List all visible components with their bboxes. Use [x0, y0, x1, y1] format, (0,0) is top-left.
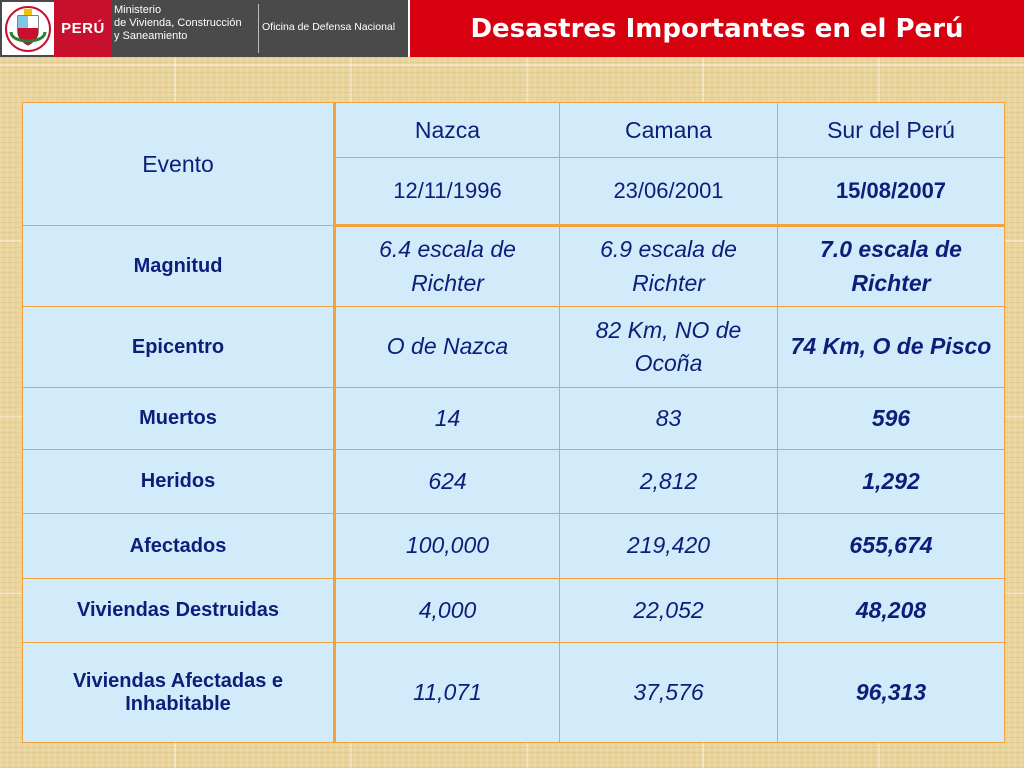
table-row: Muertos 14 83 596 [22, 387, 1005, 450]
value-cell: 7.0 escala de Richter [777, 225, 1005, 307]
table-row: Afectados 100,000 219,420 655,674 [22, 513, 1005, 579]
table-row: Heridos 624 2,812 1,292 [22, 449, 1005, 514]
value-cell: 6.9 escala de Richter [559, 225, 778, 307]
value-cell: 48,208 [777, 578, 1005, 643]
value-cell: O de Nazca [334, 306, 560, 388]
table-row: Viviendas Destruidas 4,000 22,052 48,208 [22, 578, 1005, 643]
column-header: Sur del Perú [777, 102, 1005, 158]
value-cell: 96,313 [777, 642, 1005, 743]
ministry-line: y Saneamiento [114, 30, 188, 42]
ministry-name: Ministerio de Vivienda, Construcción y S… [114, 4, 260, 43]
ministry-logo: PERÚ Ministerio de Vivienda, Construcció… [0, 0, 408, 57]
value-cell: 74 Km, O de Pisco [777, 306, 1005, 388]
logo-divider [258, 4, 259, 53]
row-label: Viviendas Afectadas e Inhabitable [22, 642, 336, 743]
value-cell: 100,000 [334, 513, 560, 579]
value-cell: 2,812 [559, 449, 778, 514]
column-header: Nazca [334, 102, 560, 158]
value-cell: 4,000 [334, 578, 560, 643]
value-cell: 11,071 [334, 642, 560, 743]
table-row: Viviendas Afectadas e Inhabitable 11,071… [22, 642, 1005, 743]
row-label: Magnitud [22, 225, 336, 307]
date-cell: 15/08/2007 [777, 157, 1005, 227]
date-cell: 23/06/2001 [559, 157, 778, 227]
column-header: Camana [559, 102, 778, 158]
row-label: Muertos [22, 387, 336, 450]
value-cell: 37,576 [559, 642, 778, 743]
value-cell: 14 [334, 387, 560, 450]
table-row: Epicentro O de Nazca 82 Km, NO de Ocoña … [22, 306, 1005, 388]
value-cell: 219,420 [559, 513, 778, 579]
value-cell: 624 [334, 449, 560, 514]
value-cell: 83 [559, 387, 778, 450]
table-date-row: 12/11/1996 23/06/2001 15/08/2007 [23, 157, 1005, 227]
ministry-line: Ministerio [114, 4, 162, 16]
country-name: PERÚ [54, 0, 112, 57]
table-row: Magnitud 6.4 escala de Richter 6.9 escal… [22, 225, 1005, 307]
value-cell: 596 [777, 387, 1005, 450]
date-cell: 12/11/1996 [334, 157, 560, 227]
value-cell: 22,052 [559, 578, 778, 643]
peru-coat-of-arms-icon [2, 2, 54, 55]
row-label: Afectados [22, 513, 336, 579]
disaster-table: Evento Nazca Camana Sur del Perú 12/11/1… [22, 102, 1005, 743]
row-label: Heridos [22, 449, 336, 514]
value-cell: 82 Km, NO de Ocoña [559, 306, 778, 388]
header: PERÚ Ministerio de Vivienda, Construcció… [0, 0, 1024, 57]
slide-title: Desastres Importantes en el Perú [470, 13, 964, 44]
value-cell: 655,674 [777, 513, 1005, 579]
value-cell: 6.4 escala de Richter [334, 225, 560, 307]
ministry-line: de Vivienda, Construcción [114, 17, 242, 29]
value-cell: 1,292 [777, 449, 1005, 514]
table-header-row: Evento Nazca Camana Sur del Perú [22, 102, 1005, 226]
row-label: Viviendas Destruidas [22, 578, 336, 643]
corner-label: Evento [22, 102, 336, 226]
office-name: Oficina de Defensa Nacional [262, 21, 396, 33]
row-label: Epicentro [22, 306, 336, 388]
title-bar: Desastres Importantes en el Perú [410, 0, 1024, 57]
